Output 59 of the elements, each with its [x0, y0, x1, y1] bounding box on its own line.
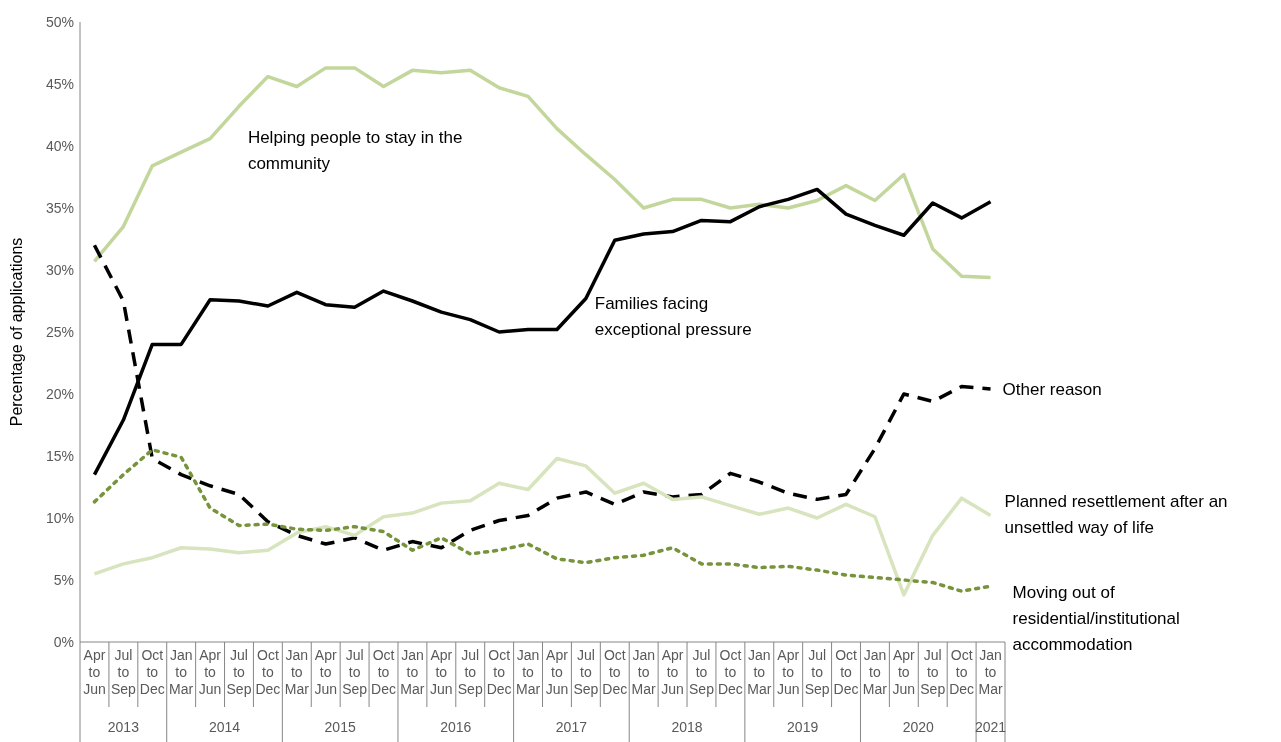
x-tick-label: Jul to Sep [920, 647, 946, 697]
text: 2016 [440, 719, 472, 735]
y-tick-label: 45% [45, 75, 74, 92]
line-series [92, 66, 993, 280]
x-tick-label: Oct to Dec [833, 647, 859, 697]
x-tick-label: Oct to Dec [139, 647, 165, 697]
text: 2019 [787, 719, 819, 735]
x-tick-label: Jan to Mar [631, 647, 657, 697]
text: 2021 [974, 719, 1007, 735]
text: 2013 [107, 719, 140, 735]
series-label: Families facing exceptional pressure [594, 294, 752, 340]
x-tick-label: Jul to Sep [689, 647, 715, 697]
y-tick-label: 0% [53, 633, 74, 650]
x-tick-label: Jul to Sep [226, 647, 252, 697]
x-tick-label: Jul to Sep [110, 647, 137, 697]
x-tick-label: Jul to Sep [342, 647, 368, 697]
x-tick-label: Jul to Sep [573, 647, 599, 697]
text: 2017 [555, 719, 588, 735]
series-label: Other reason [1002, 379, 1102, 399]
y-tick-label: 40% [45, 137, 74, 154]
x-tick-label: Apr to Jun [776, 647, 800, 697]
x-tick-label: Oct to Dec [371, 647, 396, 697]
y-tick-label: 50% [45, 13, 74, 30]
x-tick-label: Jan to Mar [284, 647, 310, 697]
series-label: Helping people to stay in the community [247, 128, 463, 174]
y-tick-label: 20% [45, 385, 74, 402]
x-tick-label: Apr to Jun [83, 647, 106, 697]
x-tick-label: Apr to Jun [198, 647, 222, 697]
x-tick-label: Apr to Jun [545, 647, 569, 697]
text: 2018 [671, 719, 703, 735]
y-tick-label: 5% [53, 571, 74, 588]
x-tick-label: Jan to Mar [862, 647, 888, 697]
y-tick-label: 10% [45, 509, 74, 526]
text: 2020 [902, 719, 935, 735]
x-tick-label: Oct to Dec [486, 647, 512, 697]
text: 2014 [208, 719, 241, 735]
x-tick-label: Oct to Dec [949, 647, 975, 697]
x-tick-label: Jan to Mar [400, 647, 425, 697]
x-tick-label: Jul to Sep [457, 647, 483, 697]
x-tick-label: Oct to Dec [255, 647, 281, 697]
y-tick-label: 25% [45, 323, 74, 340]
y-tick-label: 30% [45, 261, 74, 278]
y-axis-title: Percentage of applications [8, 237, 25, 427]
x-tick-label: Jul to Sep [804, 647, 830, 697]
x-tick-label: Apr to Jun [314, 647, 337, 697]
series-label: Moving out of residential/institutional accommodation [1012, 583, 1180, 655]
x-tick-label: Apr to Jun [892, 647, 916, 697]
x-tick-label: Jan to Mar [978, 647, 1003, 697]
x-tick-label: Apr to Jun [430, 647, 453, 697]
y-tick-label: 15% [45, 447, 74, 464]
y-tick-label: 35% [45, 199, 74, 216]
x-tick-label: Jan to Mar [747, 647, 772, 697]
x-tick-label: Oct to Dec [717, 647, 743, 697]
x-tick-label: Jan to Mar [169, 647, 194, 697]
x-tick-label: Apr to Jun [661, 647, 684, 697]
series-label: Planned resettlement after an unsettled way of life [1004, 492, 1228, 538]
x-tick-label: Jan to Mar [515, 647, 541, 697]
x-tick-label: Oct to Dec [602, 647, 628, 697]
text: 2015 [324, 719, 356, 735]
